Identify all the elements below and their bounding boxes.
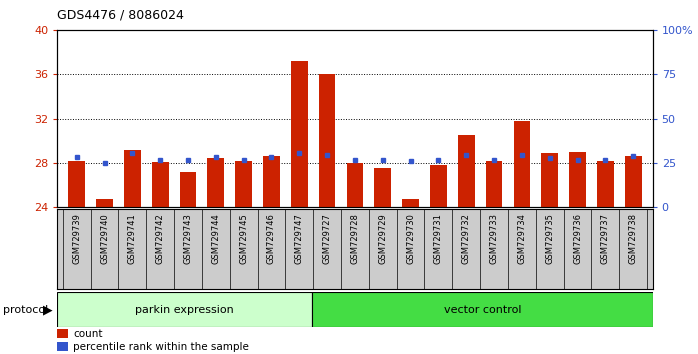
Bar [57, 342, 68, 351]
Bar [597, 161, 614, 207]
Bar [235, 161, 252, 207]
Bar [152, 162, 168, 207]
Bar [179, 172, 196, 207]
Bar [124, 149, 141, 207]
Text: GSM729733: GSM729733 [489, 213, 498, 264]
Text: GSM729728: GSM729728 [350, 213, 359, 264]
Bar [313, 292, 653, 327]
Text: GSM729746: GSM729746 [267, 213, 276, 264]
Text: GSM729745: GSM729745 [239, 213, 248, 264]
Bar [207, 159, 224, 207]
Text: count: count [73, 329, 103, 339]
Text: GSM729734: GSM729734 [517, 213, 526, 264]
Bar [569, 152, 586, 207]
Text: protocol: protocol [3, 305, 49, 315]
Bar [263, 156, 280, 207]
Text: parkin expression: parkin expression [135, 305, 235, 315]
Bar [430, 165, 447, 207]
Bar [374, 169, 391, 207]
Text: GSM729744: GSM729744 [211, 213, 221, 264]
Text: ▶: ▶ [43, 303, 53, 316]
Text: GSM729740: GSM729740 [100, 213, 109, 264]
Text: GSM729738: GSM729738 [629, 213, 638, 264]
Bar [486, 161, 503, 207]
Text: GSM729730: GSM729730 [406, 213, 415, 264]
Text: GSM729742: GSM729742 [156, 213, 165, 264]
Text: vector control: vector control [444, 305, 521, 315]
Bar [68, 161, 85, 207]
Text: GDS4476 / 8086024: GDS4476 / 8086024 [57, 9, 184, 22]
Bar [57, 329, 68, 338]
Text: GSM729732: GSM729732 [461, 213, 470, 264]
Bar [347, 163, 363, 207]
Text: GSM729736: GSM729736 [573, 213, 582, 264]
Text: GSM729747: GSM729747 [295, 213, 304, 264]
Bar [625, 156, 641, 207]
Text: GSM729741: GSM729741 [128, 213, 137, 264]
Bar [319, 74, 336, 207]
Bar [96, 199, 113, 207]
Text: GSM729739: GSM729739 [72, 213, 81, 264]
Text: GSM729731: GSM729731 [434, 213, 443, 264]
Text: GSM729729: GSM729729 [378, 213, 387, 264]
Bar [402, 199, 419, 207]
Bar [514, 121, 530, 207]
Text: GSM729735: GSM729735 [545, 213, 554, 264]
Bar [291, 61, 308, 207]
Bar [542, 153, 558, 207]
Text: GSM729737: GSM729737 [601, 213, 610, 264]
Text: percentile rank within the sample: percentile rank within the sample [73, 342, 248, 352]
Text: GSM729727: GSM729727 [322, 213, 332, 264]
Bar [57, 292, 313, 327]
Text: GSM729743: GSM729743 [184, 213, 193, 264]
Bar [458, 135, 475, 207]
